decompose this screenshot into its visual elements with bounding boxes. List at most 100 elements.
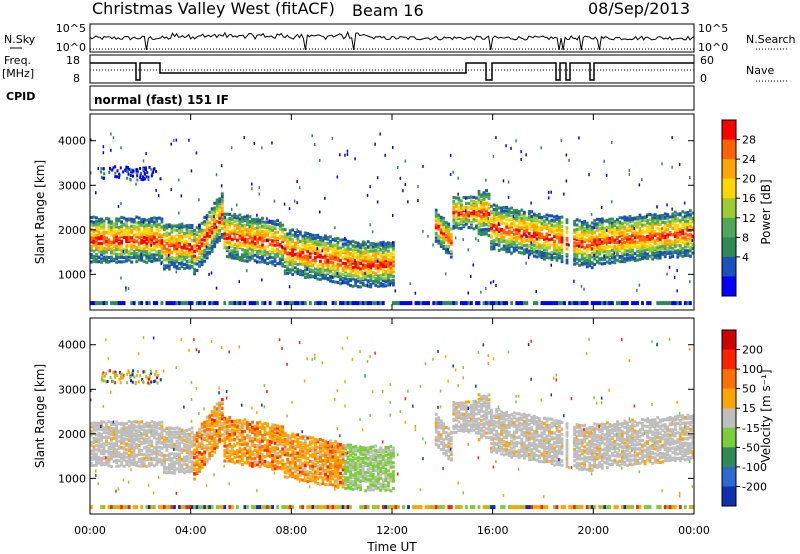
power-noise (298, 186, 301, 190)
power-noise (638, 283, 641, 287)
power-cell (671, 218, 675, 222)
power-cell (376, 242, 380, 246)
power-cell (371, 262, 375, 266)
power-cell (112, 226, 116, 230)
power-cell (298, 230, 302, 234)
power-cell (215, 204, 219, 208)
power-cell (311, 250, 315, 254)
power-cell (218, 213, 222, 217)
power-cell (490, 241, 493, 245)
power-cell (147, 228, 151, 232)
velocity-cell (122, 445, 126, 449)
power-cell (157, 251, 161, 255)
power-cell (266, 220, 269, 224)
power-cell (361, 276, 365, 280)
power-cell (281, 264, 285, 268)
power-cell (346, 250, 350, 254)
power-cbar-swatch (722, 217, 736, 238)
power-cell (190, 245, 194, 249)
power-cell (137, 254, 141, 258)
power-cell (636, 217, 639, 221)
power-cell (173, 265, 176, 269)
power-cell (439, 231, 443, 235)
power-cell (543, 235, 546, 239)
power-cell (573, 246, 576, 250)
power-cell (210, 244, 214, 248)
power-cell (550, 218, 554, 222)
velocity-cell (122, 464, 126, 468)
velocity-cell (160, 432, 164, 436)
power-cell (339, 282, 342, 286)
power-ground (356, 301, 360, 306)
velocity-cell (163, 435, 166, 439)
power-cell (236, 238, 239, 242)
power-cell (241, 232, 244, 236)
power-cell (120, 225, 123, 229)
power-cell (608, 261, 612, 265)
power-cell (233, 220, 237, 224)
power-cell (392, 264, 395, 268)
velocity-cell (175, 430, 179, 434)
power-cell (686, 213, 690, 217)
velocity-cell (132, 434, 136, 438)
power-cell (132, 240, 136, 244)
velocity-cell (122, 441, 126, 445)
power-cell (636, 221, 639, 225)
power-cell (137, 220, 141, 224)
power-cell (480, 219, 483, 223)
velocity-cell (130, 426, 134, 430)
velocity-cell (147, 447, 151, 451)
power-cell (663, 242, 667, 246)
velocity-cell (223, 439, 227, 443)
velocity-cell (228, 442, 232, 446)
power-cell (276, 254, 279, 258)
velocity-cell (225, 455, 229, 459)
power-noise (150, 168, 152, 172)
velocity-cell (256, 421, 259, 425)
power-cell (354, 271, 358, 275)
power-cell (666, 228, 670, 232)
power-ground (105, 301, 108, 306)
power-ground (673, 301, 677, 306)
velocity-cell (185, 432, 189, 436)
power-cell (512, 216, 516, 220)
velocity-cell (208, 422, 212, 426)
power-cell (590, 255, 594, 259)
power-cell (495, 204, 498, 208)
power-cell (195, 247, 199, 251)
power-cell (334, 243, 337, 247)
power-cell (543, 251, 546, 255)
velocity-cell (215, 431, 219, 435)
power-cell (147, 255, 151, 259)
power-cell (492, 239, 496, 243)
power-cell (532, 225, 536, 229)
power-cell (306, 237, 310, 241)
power-ground (308, 301, 312, 306)
power-cell (263, 258, 267, 262)
power-cell (663, 250, 667, 254)
power-cell (140, 258, 144, 262)
power-ground (95, 301, 98, 306)
power-cell (580, 225, 584, 229)
power-cell (389, 258, 393, 262)
power-cell (439, 244, 443, 248)
power-cell (631, 224, 634, 228)
velocity-cell (203, 429, 207, 433)
velocity-noise (102, 404, 105, 408)
velocity-cell (188, 460, 191, 464)
power-patch (143, 172, 146, 176)
power-cell (437, 241, 441, 245)
power-cell (444, 248, 448, 252)
power-cell (381, 282, 385, 286)
power-cell (349, 269, 352, 273)
power-cell (553, 247, 556, 251)
velocity-cell (163, 470, 166, 474)
power-noise (417, 185, 419, 189)
power-cell (163, 264, 166, 268)
power-cell (605, 218, 609, 222)
power-cell (482, 230, 486, 234)
power-cell (251, 256, 254, 260)
power-noise (366, 283, 369, 287)
power-cell (140, 233, 144, 237)
velocity-cell (243, 451, 247, 455)
